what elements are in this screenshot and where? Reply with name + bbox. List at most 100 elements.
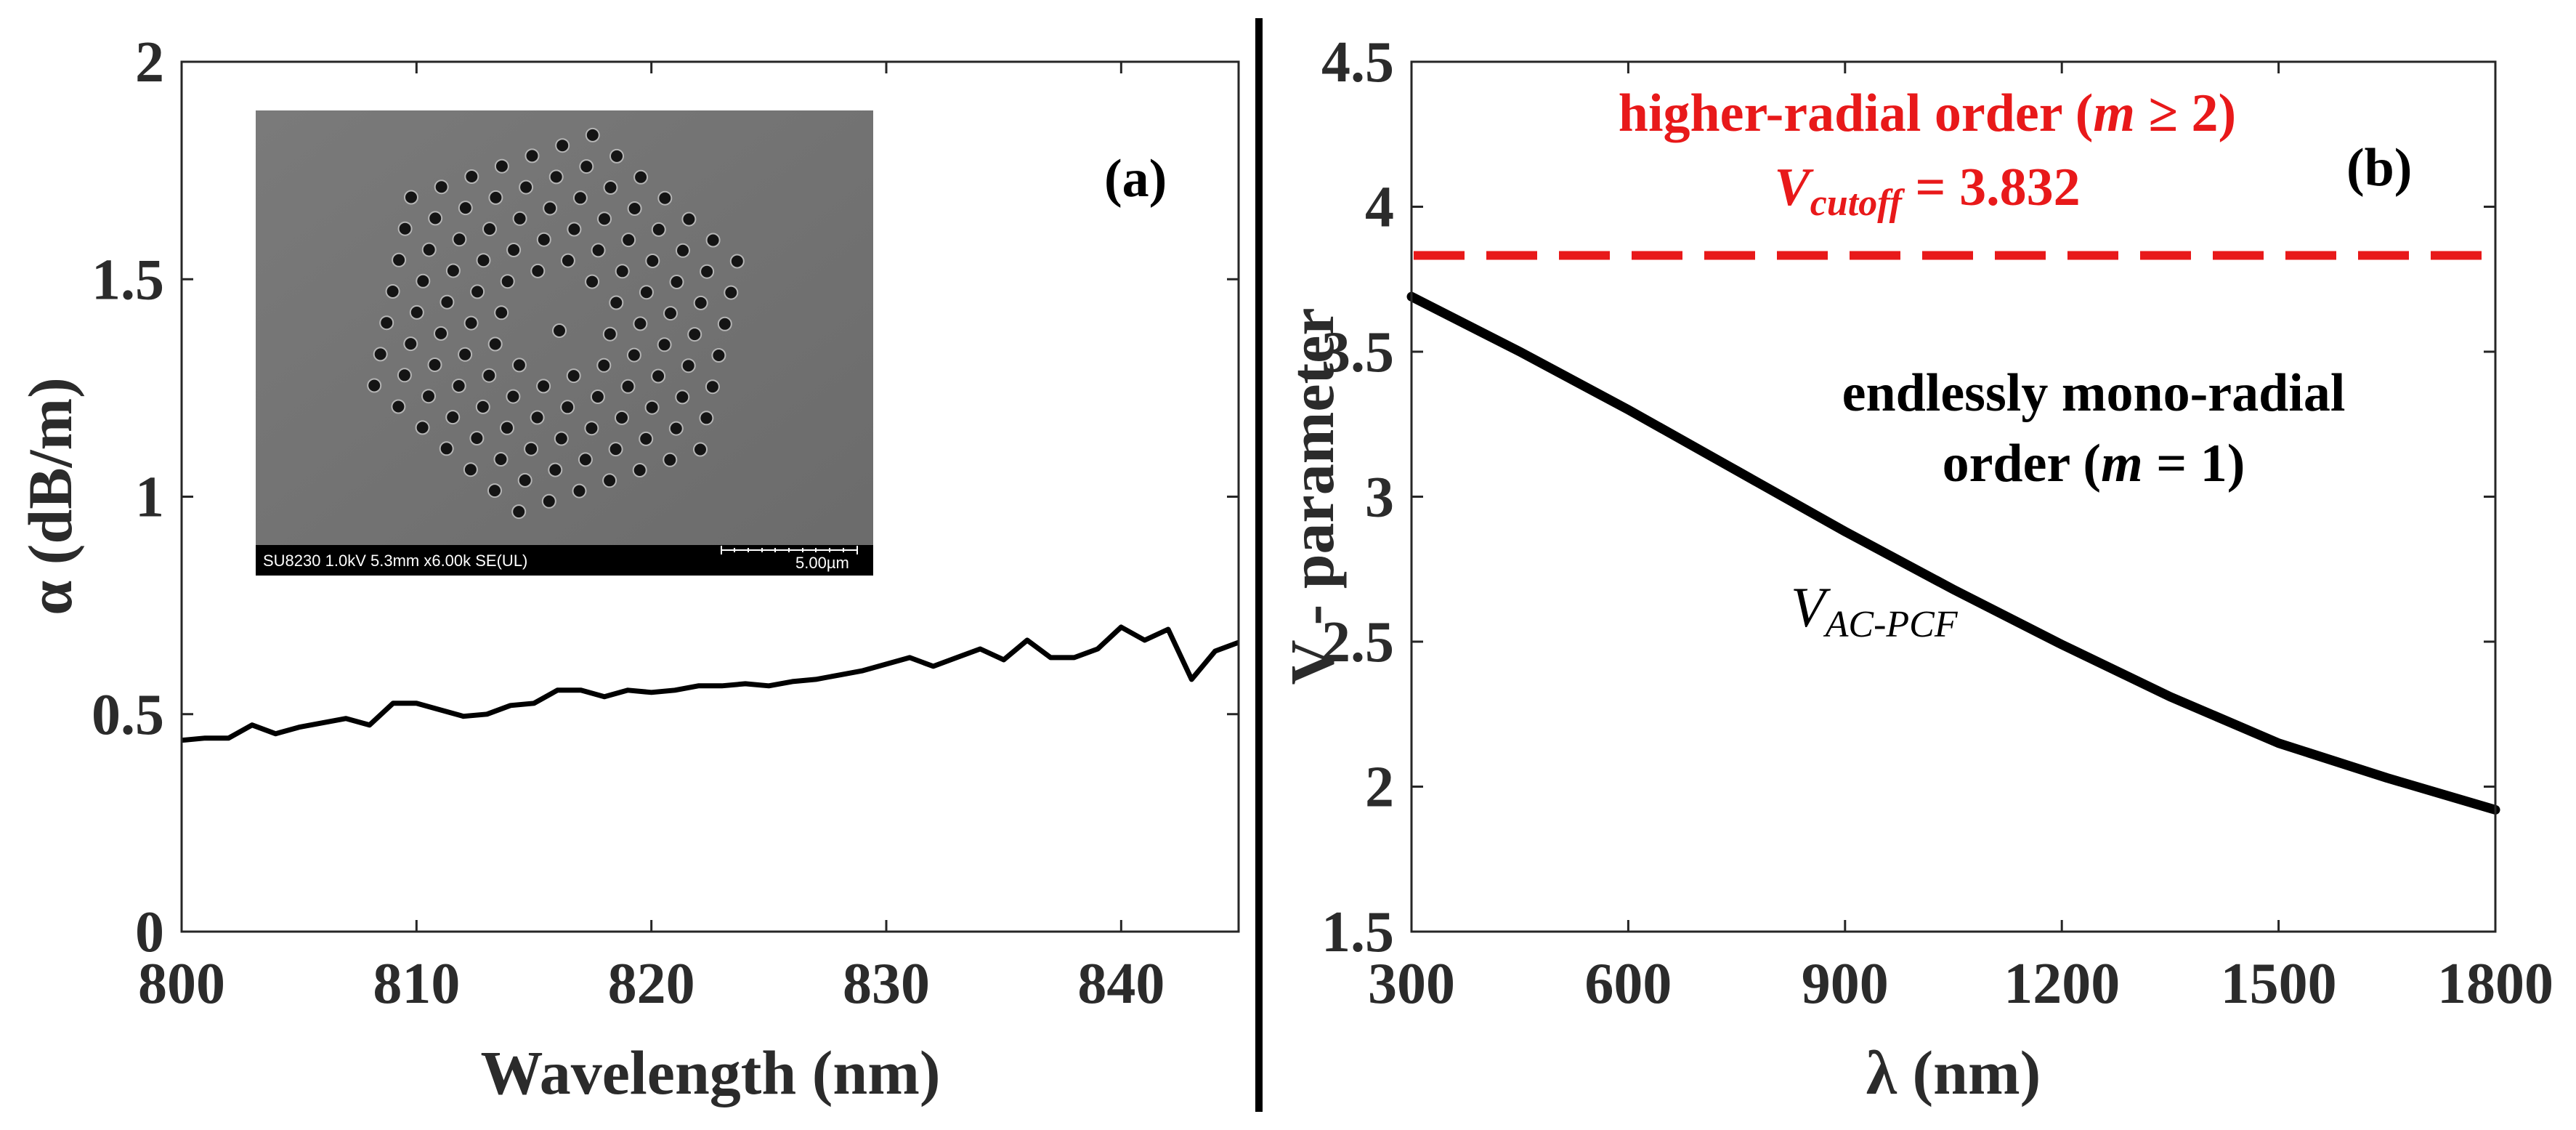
sem-hole (440, 294, 455, 310)
sem-hole (585, 274, 600, 289)
sem-hole (632, 463, 647, 477)
panel-b-y-tick-label: 4.5 (1321, 31, 1394, 94)
sem-hole (572, 483, 587, 499)
sem-hole (675, 390, 690, 405)
sem-hole (511, 358, 527, 373)
panel-b-y-tick-label: 3.5 (1321, 320, 1394, 384)
sem-hole (458, 347, 473, 362)
sem-hole (644, 400, 660, 415)
panel-b-y-tick-label: 2 (1365, 756, 1394, 820)
sem-hole (711, 348, 726, 363)
sem-hole (397, 221, 413, 236)
sem-hole (493, 452, 509, 467)
sem-hole (434, 326, 448, 341)
panel-a-x-ticks: 800 810 820 830 840 (138, 62, 1165, 1016)
sem-hole (536, 232, 551, 247)
panel-a-y-tick-label: 1 (135, 466, 164, 530)
sem-hole (639, 431, 654, 446)
panel-b: 1.5 2 2.5 3 3.5 4 4.5 300 600 900 1200 1500 1800 (b… (1277, 31, 2553, 1107)
sem-hole (415, 420, 430, 435)
sem-hole (391, 399, 406, 414)
panel-a-tag: (a) (1104, 149, 1167, 209)
sem-hole (517, 472, 532, 488)
sem-hole (676, 243, 690, 258)
sem-hole (500, 274, 515, 289)
sem-hole (602, 473, 617, 488)
panel-b-x-tick-label: 300 (1368, 952, 1455, 1016)
sem-hole (657, 190, 673, 206)
sem-hole (482, 368, 497, 383)
sem-scale-label: 5.00µm (795, 554, 849, 572)
sem-hole (681, 211, 697, 227)
sem-hole (560, 400, 575, 415)
sem-hole (487, 483, 502, 499)
sem-hole (572, 190, 588, 206)
sem-hole (608, 442, 623, 457)
sem-hole (392, 252, 407, 267)
sem-hole (705, 233, 721, 248)
sem-hole (373, 347, 388, 362)
sem-hole (487, 336, 503, 352)
sem-hole (543, 201, 558, 216)
sem-hole (397, 368, 412, 383)
sem-scale-ruler (721, 546, 858, 554)
sem-hole (590, 390, 605, 404)
sem-hole (645, 254, 660, 268)
sem-hole (687, 327, 702, 342)
sem-hole (717, 316, 732, 331)
sem-hole (379, 315, 394, 331)
sem-hole (421, 389, 436, 404)
sem-hole (578, 452, 593, 467)
panel-a-y-ticks: 0 0.5 1 1.5 2 (92, 31, 1239, 964)
panel-b-y-tick-label: 3 (1365, 466, 1394, 530)
panel-a-x-tick-label: 810 (373, 952, 460, 1016)
sem-hole (536, 379, 551, 394)
sem-hole (602, 326, 617, 342)
sem-hole (530, 263, 546, 278)
curve-label: VAC-PCF (1791, 576, 1959, 645)
sem-hole (626, 347, 641, 363)
panel-b-y-tick-label: 1.5 (1321, 900, 1394, 964)
sem-hole (506, 389, 521, 404)
sem-hole (530, 410, 545, 425)
sem-core-hole (552, 323, 567, 338)
panel-b-tag: (b) (2346, 138, 2412, 198)
sem-hole (463, 315, 479, 331)
mono-radial-annotation-line1: endlessly mono-radial (1842, 363, 2346, 423)
sem-hole (585, 127, 600, 142)
sem-hole (421, 242, 437, 257)
sem-hole (620, 379, 636, 394)
sem-hole (615, 264, 630, 279)
sem-hole (470, 284, 485, 299)
sem-hole (724, 285, 739, 300)
sem-hole (506, 243, 522, 257)
sem-hole (681, 358, 696, 374)
sem-hole (469, 431, 485, 445)
sem-info-text: SU8230 1.0kV 5.3mm x6.00k SE(UL) (263, 552, 527, 570)
panel-b-x-tick-label: 900 (1802, 952, 1889, 1016)
sem-hole (494, 158, 509, 174)
cutoff-value-annotation: Vcutoff = 3.832 (1774, 158, 2080, 224)
sem-hole (621, 233, 636, 248)
panel-b-x-tick-label: 1200 (2004, 952, 2120, 1016)
sem-hole (482, 222, 497, 237)
sem-hole (500, 420, 514, 435)
sem-hole (409, 304, 424, 320)
sem-hole (403, 336, 418, 352)
sem-hole (541, 493, 556, 509)
sem-hole (705, 379, 720, 395)
sem-hole (554, 431, 569, 446)
v-parameter-curve (1406, 291, 2500, 815)
panel-a-y-tick-label: 0 (135, 900, 164, 964)
sem-hole (729, 254, 745, 269)
panel-b-x-ticks: 300 600 900 1200 1500 1800 (1368, 62, 2553, 1016)
panel-b-frame (1410, 60, 2497, 933)
sem-hole (451, 379, 466, 393)
sem-hole (668, 421, 684, 436)
panel-b-x-tick-label: 1500 (2221, 952, 2337, 1016)
sem-hole (524, 148, 540, 164)
sem-hole (627, 201, 642, 216)
sem-hole (657, 337, 672, 352)
panel-b-x-tick-label: 1800 (2437, 952, 2553, 1016)
sem-hole (597, 211, 612, 227)
